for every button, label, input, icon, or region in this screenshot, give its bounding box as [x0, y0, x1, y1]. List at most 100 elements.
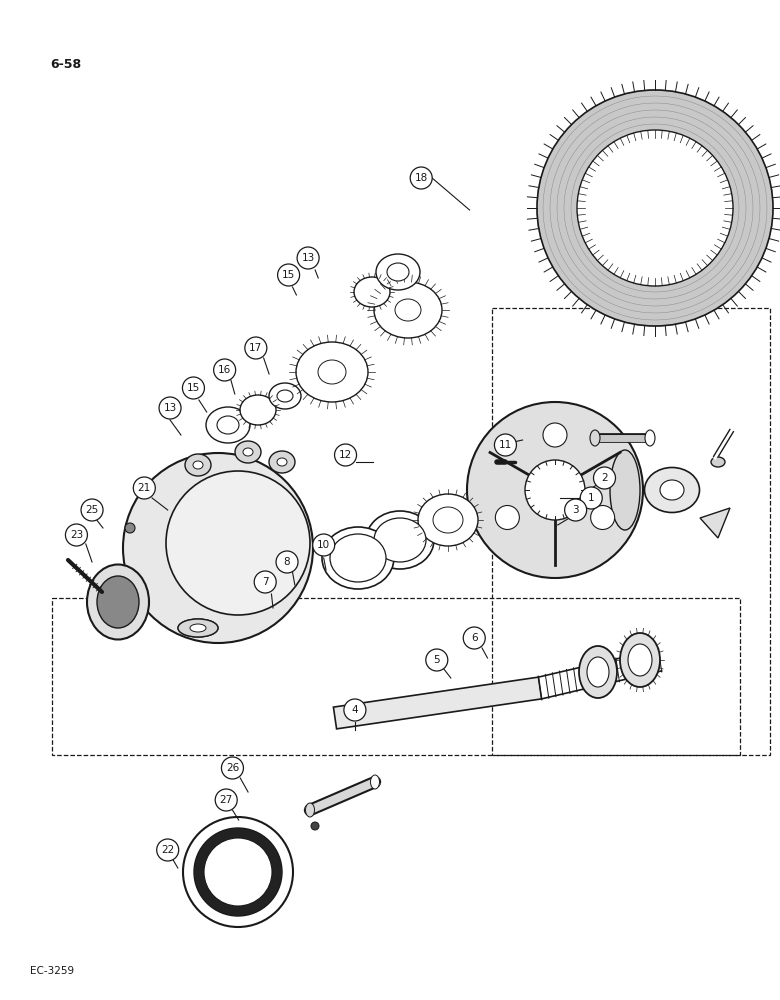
Circle shape [214, 359, 236, 381]
Text: 5: 5 [434, 655, 440, 665]
Text: 15: 15 [187, 383, 200, 393]
Ellipse shape [87, 564, 149, 640]
Polygon shape [700, 508, 730, 538]
Ellipse shape [711, 457, 725, 467]
Circle shape [410, 167, 432, 189]
Circle shape [166, 471, 310, 615]
Ellipse shape [433, 507, 463, 533]
Polygon shape [333, 677, 541, 729]
Circle shape [590, 506, 615, 530]
Circle shape [577, 130, 733, 286]
Ellipse shape [579, 646, 617, 698]
Ellipse shape [628, 644, 652, 676]
Circle shape [276, 551, 298, 573]
Circle shape [495, 434, 516, 456]
Text: 25: 25 [86, 505, 98, 515]
Text: 22: 22 [161, 845, 174, 855]
Circle shape [297, 247, 319, 269]
Text: 23: 23 [70, 530, 83, 540]
Text: 4: 4 [352, 705, 358, 715]
Ellipse shape [206, 407, 250, 443]
Ellipse shape [387, 263, 409, 281]
Text: 6-58: 6-58 [51, 58, 82, 71]
Ellipse shape [330, 534, 386, 582]
Ellipse shape [322, 527, 394, 589]
Text: 3: 3 [573, 505, 579, 515]
Circle shape [580, 487, 602, 509]
Circle shape [463, 627, 485, 649]
Circle shape [157, 839, 179, 861]
Circle shape [222, 757, 243, 779]
Text: 18: 18 [415, 173, 427, 183]
Circle shape [525, 460, 585, 520]
Ellipse shape [296, 342, 368, 402]
Ellipse shape [240, 395, 276, 425]
Circle shape [204, 838, 272, 906]
Ellipse shape [97, 576, 139, 628]
Ellipse shape [376, 254, 420, 290]
Circle shape [194, 828, 282, 916]
Text: 26: 26 [226, 763, 239, 773]
Ellipse shape [366, 511, 434, 569]
Ellipse shape [354, 277, 390, 307]
Ellipse shape [277, 390, 293, 402]
Ellipse shape [185, 454, 211, 476]
Ellipse shape [644, 468, 700, 512]
Circle shape [245, 337, 267, 359]
Circle shape [565, 499, 587, 521]
Text: 15: 15 [282, 270, 295, 280]
Circle shape [81, 499, 103, 521]
Text: 10: 10 [317, 540, 330, 550]
Circle shape [183, 817, 293, 927]
Text: 1: 1 [588, 493, 594, 503]
Ellipse shape [269, 451, 295, 473]
Ellipse shape [318, 360, 346, 384]
Ellipse shape [374, 282, 442, 338]
Circle shape [159, 397, 181, 419]
Circle shape [278, 264, 300, 286]
Ellipse shape [277, 458, 287, 466]
Ellipse shape [235, 441, 261, 463]
Circle shape [254, 571, 276, 593]
Circle shape [344, 699, 366, 721]
Ellipse shape [395, 299, 421, 321]
Circle shape [215, 789, 237, 811]
Ellipse shape [217, 416, 239, 434]
Circle shape [426, 649, 448, 671]
Ellipse shape [645, 430, 655, 446]
Text: 16: 16 [218, 365, 231, 375]
Ellipse shape [610, 450, 640, 530]
Circle shape [66, 524, 87, 546]
Ellipse shape [178, 619, 218, 637]
Ellipse shape [190, 624, 206, 632]
Ellipse shape [620, 633, 660, 687]
Circle shape [125, 523, 135, 533]
Circle shape [543, 423, 567, 447]
Circle shape [313, 534, 335, 556]
Text: 13: 13 [164, 403, 176, 413]
Circle shape [133, 477, 155, 499]
Circle shape [594, 467, 615, 489]
Ellipse shape [587, 657, 609, 687]
Text: 17: 17 [250, 343, 262, 353]
Ellipse shape [243, 448, 253, 456]
Ellipse shape [370, 775, 380, 789]
Ellipse shape [269, 383, 301, 409]
Ellipse shape [374, 518, 426, 562]
Ellipse shape [418, 494, 478, 546]
Circle shape [495, 506, 519, 530]
Text: EC-3259: EC-3259 [30, 966, 74, 976]
Text: 7: 7 [262, 577, 268, 587]
Ellipse shape [306, 803, 314, 817]
Ellipse shape [660, 480, 684, 500]
Circle shape [123, 453, 313, 643]
Ellipse shape [590, 430, 600, 446]
Text: 12: 12 [339, 450, 352, 460]
Circle shape [311, 822, 319, 830]
Text: 13: 13 [302, 253, 314, 263]
Circle shape [183, 377, 204, 399]
Text: 6: 6 [471, 633, 477, 643]
Text: 11: 11 [499, 440, 512, 450]
Text: 27: 27 [220, 795, 232, 805]
Ellipse shape [193, 461, 203, 469]
